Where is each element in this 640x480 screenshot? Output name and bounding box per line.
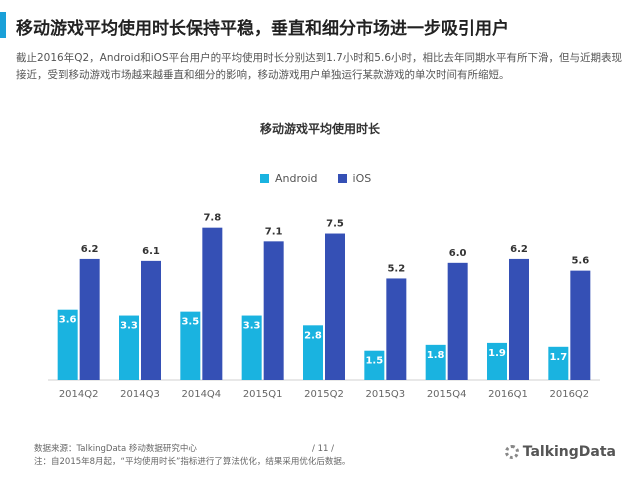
bar-ios-2015Q2 — [325, 233, 345, 380]
bar-android-2015Q2 — [303, 325, 323, 380]
bar-ios-2016Q1 — [509, 258, 529, 380]
legend-item-ios: iOS — [337, 172, 372, 185]
data-label-android-2014Q3: 3.3 — [120, 321, 138, 332]
data-label-ios-2015Q4: 6.0 — [449, 248, 467, 259]
x-tick-label-2015Q4: 2015Q4 — [427, 389, 467, 400]
bar-android-2015Q4 — [425, 344, 446, 380]
x-tick-label-2014Q2: 2014Q2 — [59, 389, 99, 400]
page-title: 移动游戏平均使用时长保持平稳，垂直和细分市场进一步吸引用户 — [16, 19, 509, 39]
x-tick-label-2014Q4: 2014Q4 — [181, 389, 221, 400]
data-label-android-2015Q4: 1.8 — [427, 350, 445, 361]
footer-note: 注：自2015年8月起，“平均使用时长”指标进行了算法优化，结果采用优化后数据。 — [34, 457, 351, 467]
chart-legend: Android iOS — [260, 172, 371, 185]
legend-swatch-android — [260, 174, 269, 183]
bar-ios-2014Q4 — [202, 227, 223, 380]
chart-title: 移动游戏平均使用时长 — [260, 121, 381, 136]
bar-ios-2015Q1 — [263, 241, 284, 380]
legend-label-android: Android — [275, 172, 318, 185]
data-label-android-2015Q2: 2.8 — [304, 330, 322, 341]
x-tick-label-2014Q3: 2014Q3 — [120, 389, 160, 400]
data-label-ios-2016Q1: 6.2 — [510, 244, 528, 255]
bar-android-2014Q4 — [180, 311, 201, 380]
legend-label-ios: iOS — [352, 172, 372, 185]
x-tick-label-2016Q1: 2016Q1 — [488, 389, 528, 400]
bar-android-2015Q3 — [364, 350, 385, 380]
bar-android-2014Q2 — [57, 309, 78, 380]
legend-swatch-ios — [337, 174, 347, 183]
data-label-android-2015Q1: 3.3 — [243, 321, 261, 332]
bar-ios-2015Q4 — [447, 262, 468, 380]
bar-ios-2014Q3 — [141, 260, 161, 380]
data-label-ios-2015Q1: 7.1 — [265, 226, 283, 237]
brand-mark-icon — [504, 445, 519, 459]
x-tick-label-2015Q3: 2015Q3 — [365, 389, 405, 400]
bar-ios-2014Q2 — [79, 258, 100, 380]
data-label-android-2016Q1: 1.9 — [488, 348, 506, 359]
data-label-android-2014Q2: 3.6 — [59, 315, 77, 326]
bar-android-2014Q3 — [119, 315, 139, 380]
page-number: / 11 / — [312, 444, 334, 454]
bar-chart: 移动游戏平均使用时长 3.6 6.2 2014Q2 3.3 6.1 2014Q3 3.5 7.8… — [48, 121, 600, 400]
data-label-android-2015Q3: 1.5 — [365, 356, 383, 367]
data-label-android-2014Q4: 3.5 — [181, 317, 199, 328]
data-label-ios-2014Q3: 6.1 — [142, 246, 160, 257]
description-text: 截止2016年Q2，Android和iOS平台用户的平均使用时长分别达到1.7小… — [16, 52, 623, 81]
brand-name: TalkingData — [522, 444, 616, 460]
data-label-ios-2016Q2: 5.6 — [571, 256, 589, 267]
bar-ios-2016Q2 — [570, 270, 591, 380]
x-tick-label-2015Q2: 2015Q2 — [304, 389, 344, 400]
title-accent-bar — [0, 12, 6, 38]
brand-logo: TalkingData — [504, 444, 616, 460]
x-tick-label-2016Q2: 2016Q2 — [549, 389, 589, 400]
data-label-ios-2014Q2: 6.2 — [81, 244, 99, 255]
bar-android-2016Q1 — [487, 342, 507, 380]
data-label-ios-2014Q4: 7.8 — [203, 213, 221, 224]
bar-android-2015Q1 — [241, 315, 262, 380]
data-label-android-2016Q2: 1.7 — [549, 352, 567, 363]
data-label-ios-2015Q2: 7.5 — [326, 219, 344, 230]
x-tick-label-2015Q1: 2015Q1 — [243, 389, 283, 400]
bar-android-2016Q2 — [548, 346, 569, 380]
footer-source: 数据来源：TalkingData 移动数据研究中心 — [34, 444, 197, 454]
footer: 数据来源：TalkingData 移动数据研究中心 注：自2015年8月起，“平… — [34, 443, 350, 469]
data-label-ios-2015Q3: 5.2 — [387, 263, 405, 274]
bar-ios-2015Q3 — [386, 278, 407, 380]
legend-item-android: Android — [260, 172, 318, 185]
